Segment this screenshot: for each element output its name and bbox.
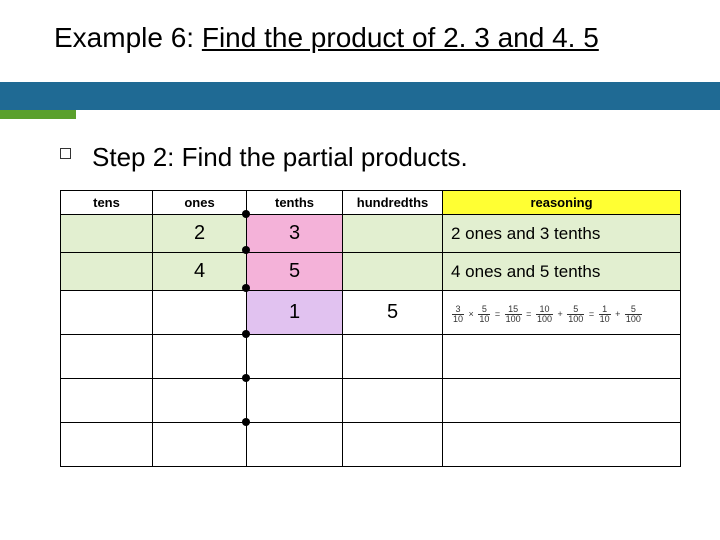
bullet-icon [60, 148, 71, 159]
cell-tens [61, 335, 153, 379]
cell-tenths [247, 423, 343, 467]
cell-hundredths [343, 379, 443, 423]
col-tenths: tenths [247, 191, 343, 215]
decimal-dot-icon [242, 330, 250, 338]
cell-tens [61, 291, 153, 335]
cell-tens [61, 379, 153, 423]
cell-hundredths [343, 215, 443, 253]
cell-hundredths [343, 335, 443, 379]
cell-tens [61, 253, 153, 291]
table-row: 2 3 2 ones and 3 tenths [61, 215, 681, 253]
accent-bar-blue [0, 82, 720, 110]
cell-ones [153, 423, 247, 467]
cell-hundredths: 5 [343, 291, 443, 335]
decimal-dot-icon [242, 246, 250, 254]
table-row: 1 5 310 × 510 = 15100 = 10100 + 5100 = 1… [61, 291, 681, 335]
cell-reasoning [443, 335, 681, 379]
cell-reasoning: 4 ones and 5 tenths [443, 253, 681, 291]
cell-tenths: 5 [247, 253, 343, 291]
cell-tens [61, 215, 153, 253]
cell-tenths: 3 [247, 215, 343, 253]
cell-reasoning: 310 × 510 = 15100 = 10100 + 5100 = 110 +… [443, 291, 681, 335]
accent-bar-green [0, 110, 76, 119]
cell-hundredths [343, 423, 443, 467]
cell-ones [153, 291, 247, 335]
decimal-dot-icon [242, 374, 250, 382]
partial-products-table: tens ones tenths hundredths reasoning 2 … [60, 190, 681, 467]
cell-tens [61, 423, 153, 467]
decimal-dot-icon [242, 284, 250, 292]
cell-ones: 2 [153, 215, 247, 253]
title-underlined: Find the product of 2. 3 and 4. 5 [202, 22, 599, 53]
cell-tenths [247, 335, 343, 379]
cell-hundredths [343, 253, 443, 291]
table-row [61, 379, 681, 423]
table-row [61, 423, 681, 467]
decimal-dot-icon [242, 210, 250, 218]
cell-reasoning [443, 423, 681, 467]
col-reasoning: reasoning [443, 191, 681, 215]
cell-reasoning: 2 ones and 3 tenths [443, 215, 681, 253]
cell-ones [153, 335, 247, 379]
cell-ones: 4 [153, 253, 247, 291]
col-tens: tens [61, 191, 153, 215]
title-plain: Example 6: [54, 22, 202, 53]
cell-tenths: 1 [247, 291, 343, 335]
slide-title: Example 6: Find the product of 2. 3 and … [54, 22, 599, 54]
table-header-row: tens ones tenths hundredths reasoning [61, 191, 681, 215]
table-row [61, 335, 681, 379]
col-ones: ones [153, 191, 247, 215]
fraction-equation: 310 × 510 = 15100 = 10100 + 5100 = 110 +… [451, 305, 643, 324]
cell-tenths [247, 379, 343, 423]
cell-reasoning [443, 379, 681, 423]
decimal-dot-icon [242, 418, 250, 426]
cell-ones [153, 379, 247, 423]
col-hundredths: hundredths [343, 191, 443, 215]
table-row: 4 5 4 ones and 5 tenths [61, 253, 681, 291]
step-text: Step 2: Find the partial products. [92, 142, 468, 173]
